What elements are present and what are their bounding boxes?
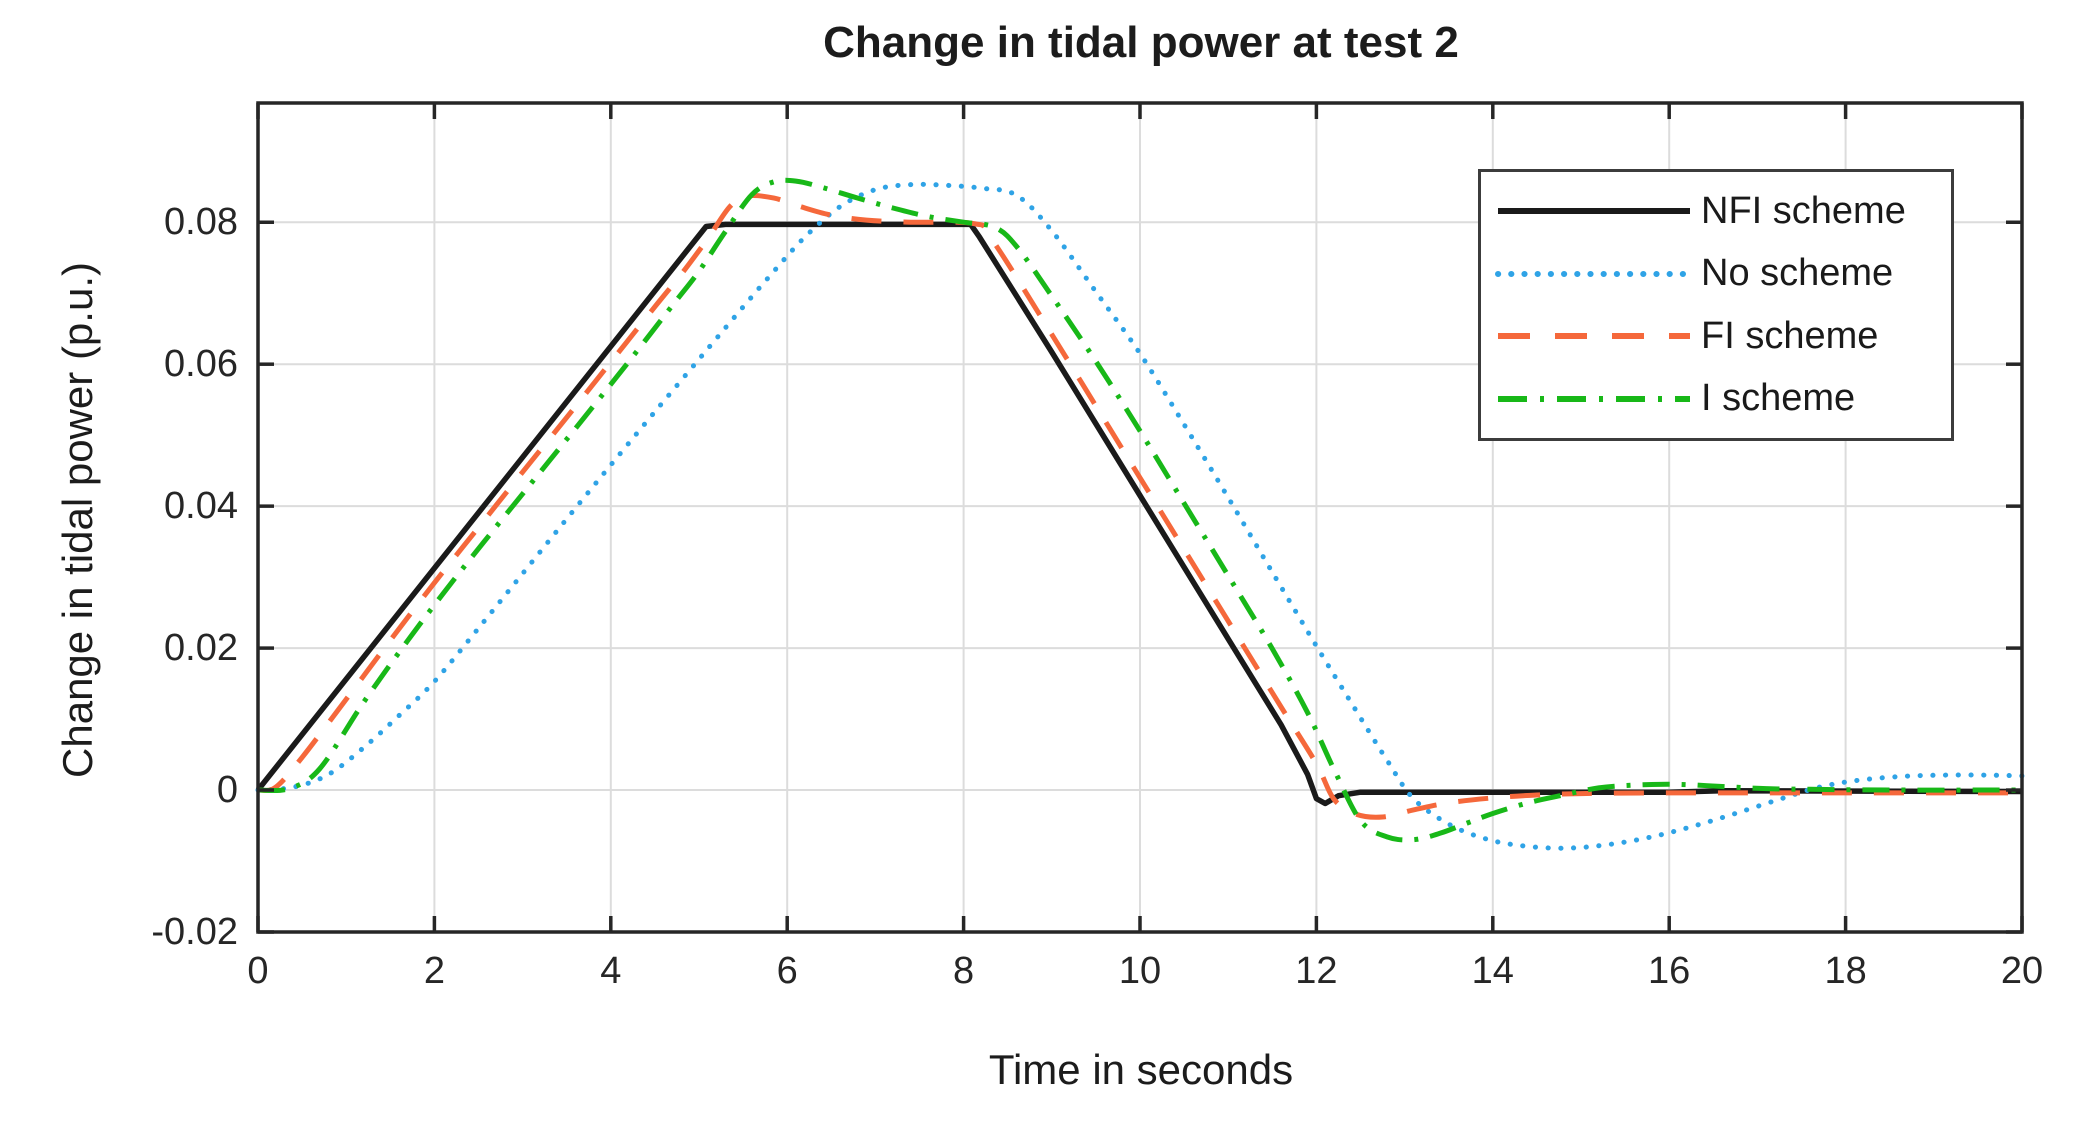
y-tick-label: 0.02 [164,627,238,670]
legend-label: NFI scheme [1701,189,1906,232]
x-tick-label: 12 [1295,950,1338,992]
x-tick-label: 20 [2000,950,2044,992]
legend-label: FI scheme [1701,314,1879,357]
axes-box [256,101,2024,934]
x-tick-label: 18 [1824,950,1867,992]
legend-line-sample [1495,270,1693,277]
legend-line-sample [1498,395,1690,402]
x-tick-label: 14 [1471,950,1514,992]
legend: NFI scheme No scheme FI scheme I scheme [1478,169,1954,441]
legend-item: No scheme [1495,245,1951,303]
y-tick-label: -0.02 [151,911,238,953]
chart-title: Change in tidal power at test 2 [823,18,1459,67]
x-tick-label: 0 [247,950,269,992]
y-tick-label: 0.08 [164,201,238,244]
legend-item: I scheme [1495,370,1951,428]
series-line-no-scheme [255,181,2025,851]
legend-line-sample [1498,333,1690,340]
x-tick-label: 4 [600,950,622,992]
legend-label: I scheme [1701,377,1856,420]
legend-line-sample [1498,208,1690,215]
x-axis-label: Time in seconds [988,1046,1294,1093]
y-tick-label: 0.06 [164,343,238,386]
x-tick-label: 6 [776,950,798,992]
legend-item: FI scheme [1495,307,1951,365]
x-tick-label: 8 [953,950,975,992]
legend-item: NFI scheme [1495,182,1951,240]
legend-label: No scheme [1701,252,1894,295]
x-tick-label: 16 [1648,950,1691,992]
y-tick-label: 0 [216,769,238,812]
x-tick-label: 10 [1118,950,1162,992]
y-tick-label: 0.04 [164,485,238,528]
x-tick-label: 2 [423,950,445,992]
